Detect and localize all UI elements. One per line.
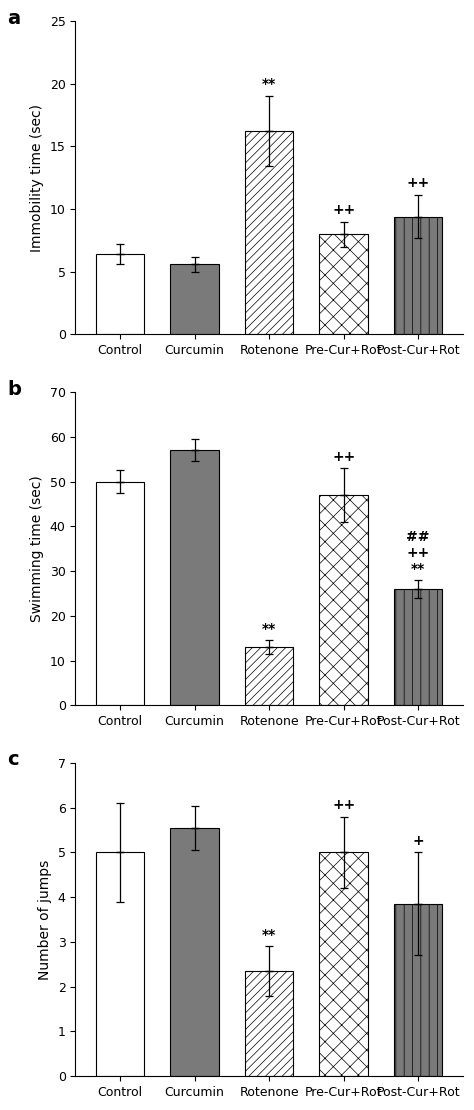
- Text: +: +: [412, 834, 424, 848]
- Bar: [394, 216, 442, 334]
- Bar: [245, 131, 293, 334]
- Y-axis label: Swimming time (sec): Swimming time (sec): [30, 475, 44, 622]
- Text: a: a: [8, 9, 21, 28]
- Bar: [245, 971, 293, 1077]
- Bar: [394, 904, 442, 1077]
- Text: **: **: [262, 928, 276, 942]
- Text: ++: ++: [332, 798, 356, 813]
- Text: ++: ++: [332, 450, 356, 464]
- Bar: [245, 647, 293, 705]
- Bar: [171, 828, 219, 1077]
- Bar: [319, 234, 368, 334]
- Text: **: **: [411, 562, 425, 575]
- Bar: [96, 852, 144, 1077]
- Y-axis label: Number of jumps: Number of jumps: [38, 859, 52, 980]
- Text: c: c: [8, 750, 19, 769]
- Text: **: **: [262, 78, 276, 91]
- Bar: [319, 852, 368, 1077]
- Text: ++: ++: [407, 546, 430, 559]
- Bar: [96, 482, 144, 705]
- Y-axis label: Immobility time (sec): Immobility time (sec): [30, 103, 44, 252]
- Bar: [394, 589, 442, 705]
- Bar: [319, 495, 368, 705]
- Bar: [171, 264, 219, 334]
- Bar: [171, 451, 219, 705]
- Text: ++: ++: [332, 202, 356, 216]
- Text: **: **: [262, 622, 276, 636]
- Bar: [96, 254, 144, 334]
- Text: ++: ++: [407, 176, 430, 190]
- Text: ##: ##: [406, 531, 430, 544]
- Text: b: b: [8, 380, 21, 398]
